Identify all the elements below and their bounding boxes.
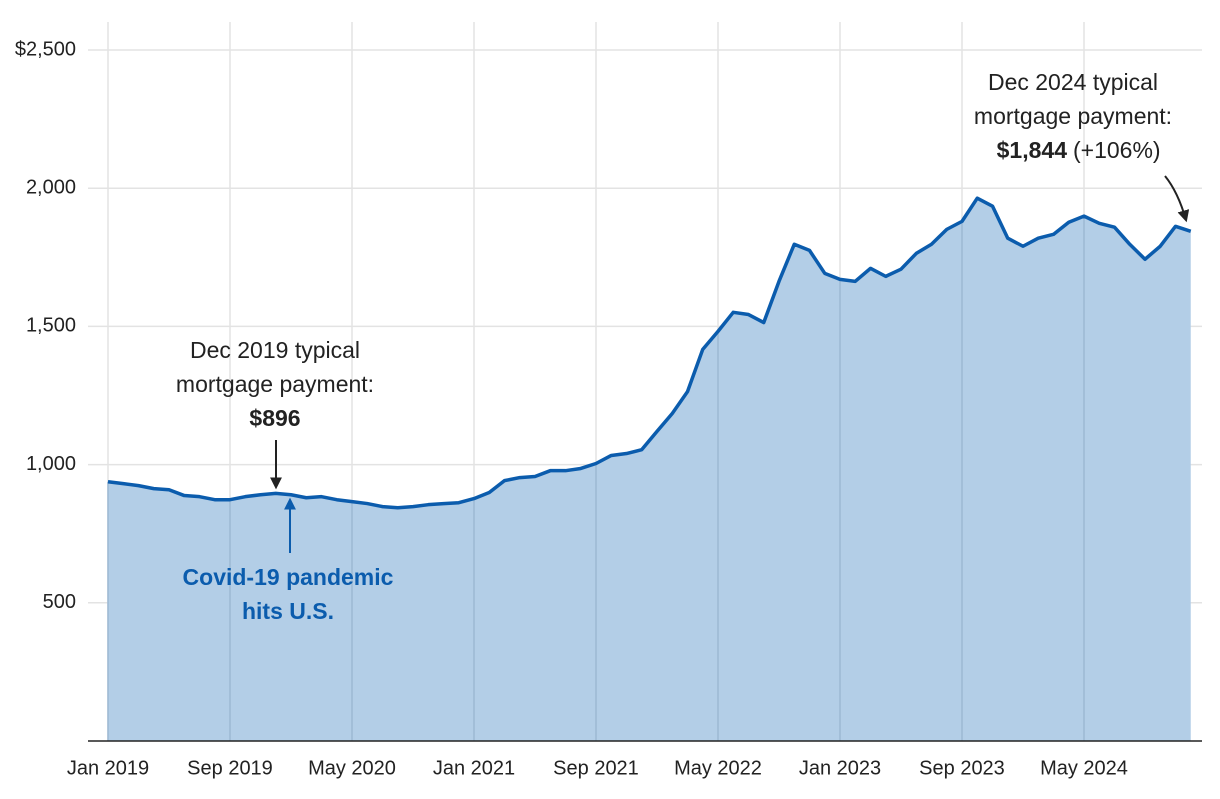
x-tick-label: May 2022 — [674, 757, 762, 779]
area — [108, 198, 1191, 742]
x-tick-label: Jan 2023 — [799, 757, 881, 779]
x-tick-label: Sep 2019 — [187, 757, 273, 779]
annotation-value: $1,844 — [997, 137, 1068, 163]
y-tick-label: 1,000 — [26, 453, 76, 475]
x-tick-label: May 2020 — [308, 757, 396, 779]
annotation-value: $896 — [249, 405, 300, 431]
annotation: Dec 2019 typical — [190, 337, 360, 363]
y-tick-label: 500 — [43, 591, 76, 613]
annotation: hits U.S. — [242, 598, 334, 624]
y-tick-label: 1,500 — [26, 315, 76, 337]
x-tick-label: Jan 2021 — [433, 757, 515, 779]
x-tick-label: Sep 2021 — [553, 757, 639, 779]
x-tick-label: May 2024 — [1040, 757, 1128, 779]
y-tick-label: $2,500 — [15, 38, 76, 60]
line — [107, 196, 1192, 510]
y-tick-label: 2,000 — [26, 176, 76, 198]
annotation: Covid-19 pandemic — [183, 564, 394, 590]
annotation-arrow — [1164, 175, 1190, 223]
annotation: mortgage payment: — [974, 103, 1172, 129]
x-tick-label: Jan 2019 — [67, 757, 149, 779]
annotation: Dec 2024 typical — [988, 69, 1158, 95]
annotation: (+106%) — [1073, 137, 1161, 163]
annotation: mortgage payment: — [176, 371, 374, 397]
x-tick-label: Sep 2023 — [919, 757, 1005, 779]
